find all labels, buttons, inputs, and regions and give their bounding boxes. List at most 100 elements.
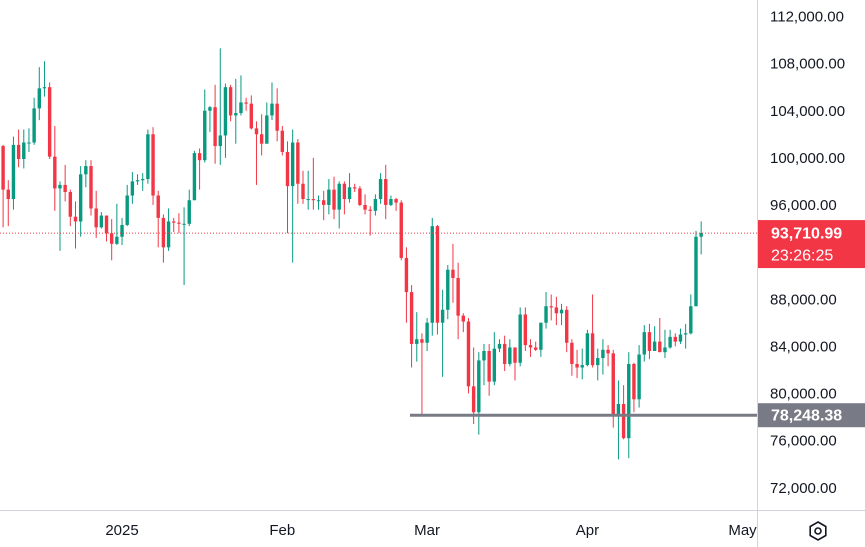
candle-body [135,180,140,182]
candle-body [99,215,104,228]
candle-body [456,277,460,316]
candle-body [254,128,259,135]
candle-body [223,87,228,136]
candle-body [508,347,512,364]
candle-body [378,179,383,200]
candle-body [109,233,114,244]
candle-body [601,349,605,359]
candle-body [146,134,150,180]
candle-body [275,103,279,131]
candle-body [192,153,197,201]
candle-body [523,314,528,346]
candle-body [415,339,419,344]
candle-body [621,403,626,439]
candle-body [446,269,450,310]
y-tick-label: 100,000.00 [770,150,845,167]
candle-body [213,107,217,147]
candle-body [125,195,129,225]
candle-body [658,341,662,353]
candle-body [68,191,73,217]
candle-body [228,87,233,116]
candle-body [358,188,362,205]
candle-body [11,144,16,200]
candle-body [104,215,109,234]
candle-body [84,166,88,175]
candle-body [471,386,476,413]
candle-body [115,236,119,244]
candle-body [554,307,559,314]
candle-body [539,322,543,350]
candle-body [32,108,36,143]
candle-body [161,217,166,248]
x-tick-label: Feb [269,522,295,539]
candle-body [389,199,393,205]
candle-body [466,321,471,387]
candle-body [590,333,595,366]
candle-body [321,200,326,205]
candle-body [141,179,145,181]
settings-dot [814,527,822,535]
candle-body [565,309,569,343]
candle-body [316,200,321,202]
candle-body [301,183,305,200]
y-tick-label: 88,000.00 [770,291,837,308]
candle-body [6,189,10,200]
candle-body [156,195,160,218]
candle-body [290,142,295,187]
candle-body [430,226,434,323]
candle-body [435,226,440,323]
y-tick-label: 76,000.00 [770,433,837,450]
candle-body [683,333,688,335]
x-tick-label: 2025 [105,522,138,539]
last-price-box [758,220,865,269]
candle-body [296,142,300,184]
y-tick-label: 108,000.00 [770,56,845,73]
candle-body [420,339,424,343]
candle-body [177,222,181,224]
candle-body [487,350,491,382]
level-label-box [758,403,865,428]
candle-body [353,187,357,189]
candle-body [632,363,636,400]
candle-body [647,332,652,351]
candle-body [627,363,631,439]
candle-body [239,102,243,114]
candle-body [533,347,538,350]
candle-body [668,336,672,348]
candle-body [363,204,367,210]
settings-icon[interactable] [809,521,827,541]
candle-body [89,166,93,209]
candle-body [616,403,621,416]
candle-body [611,353,615,416]
candle-body [218,135,222,147]
candle-body [461,315,466,322]
candle-body [673,336,678,342]
candle-body [166,221,171,248]
candle-body [265,115,269,144]
candle-body [384,179,388,205]
candle-body [544,306,548,323]
x-tick-label: Mar [414,522,440,539]
candle-body [187,200,191,224]
candle-body [425,322,429,343]
y-tick-label: 80,000.00 [770,386,837,403]
candle-body [42,87,47,89]
candle-body [596,358,600,366]
candle-body [130,181,135,196]
candle-body [120,224,124,237]
candle-body [249,103,253,129]
candle-body [332,189,336,210]
candle-body [197,153,202,161]
candle-body [259,134,264,144]
candle-body [482,350,486,361]
candle-body [575,363,579,368]
x-tick-label: May [728,522,757,539]
candle-body [394,199,398,203]
candle-body [694,236,698,307]
candle-body [477,360,481,413]
candle-body [37,88,41,109]
candle-body [182,223,186,225]
candle-body [27,142,31,144]
candles [1,48,703,460]
